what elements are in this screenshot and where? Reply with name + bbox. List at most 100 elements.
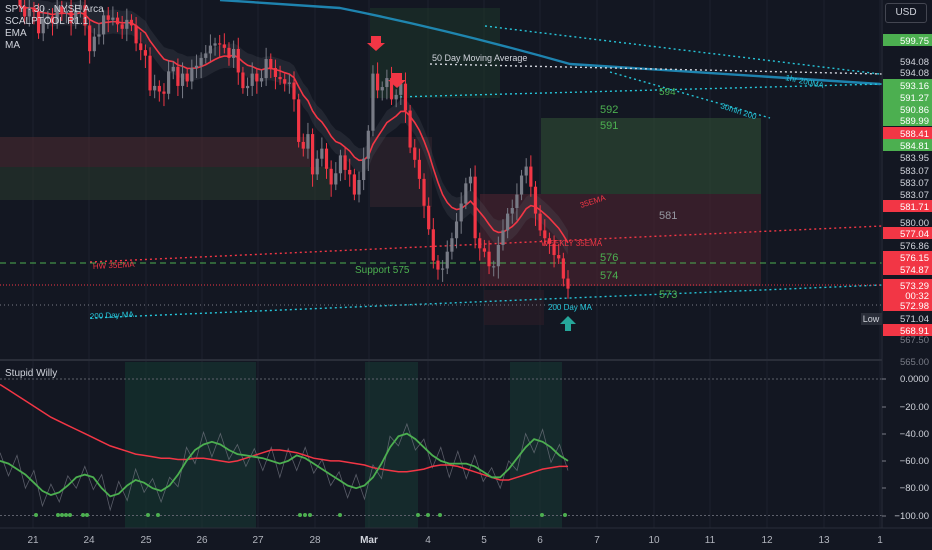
osc-signal-dot (68, 513, 72, 517)
price-tag (883, 103, 932, 115)
price-tag-label: 584.81 (900, 141, 929, 152)
label-594: 594 (659, 87, 676, 98)
indicator-ema[interactable]: EMA (5, 28, 27, 39)
osc-tick-label: 0.0000 (900, 374, 929, 385)
price-tag-label: 593.16 (900, 81, 929, 92)
currency-button[interactable]: USD (885, 3, 927, 23)
candle-body (92, 36, 96, 52)
price-tag-label: 573.29 (900, 281, 929, 292)
candle-body (431, 229, 435, 261)
price-tag-label: 599.75 (900, 36, 929, 47)
candle-body (101, 15, 106, 35)
candle-body (55, 6, 59, 24)
time-axis-bg (0, 528, 932, 550)
candle-body (478, 238, 482, 249)
osc-tick-label: −80.00 (900, 483, 929, 494)
price-tag (883, 289, 932, 301)
price-tag-label: 00:32 (905, 291, 929, 302)
price-tag (883, 34, 932, 46)
candle-body (236, 48, 240, 73)
candle-body (259, 78, 264, 82)
osc-tick-label: −20.00 (900, 402, 929, 413)
osc-signal-dot (298, 513, 302, 517)
osc-zone (125, 362, 170, 528)
osc-signal-dot (303, 513, 307, 517)
candle-body (83, 5, 87, 26)
candle-body (199, 57, 203, 66)
support-zone (0, 167, 330, 200)
candle-body (343, 155, 347, 170)
candle-body (348, 169, 352, 175)
candle-body (111, 17, 115, 20)
candle-body (157, 85, 161, 92)
label-200day-ma: 200 Day MA (90, 310, 135, 321)
candle-body (487, 251, 491, 267)
price-tag-label: 580.00 (900, 218, 929, 229)
indicator-scalptool[interactable]: SCALPTOOL R1.1 (5, 16, 89, 27)
oscillator-title[interactable]: Stupid Willy (5, 368, 58, 379)
price-tag (883, 299, 932, 311)
candle-body (153, 85, 157, 91)
time-tick-label: 4 (425, 535, 431, 546)
candle-body (171, 66, 175, 72)
candle-body (97, 34, 101, 37)
candle-body (441, 268, 445, 270)
candle-body (557, 255, 561, 259)
candle-body (543, 230, 547, 239)
candle-body (74, 9, 78, 24)
resistance-zone (0, 137, 310, 167)
buy-arrow-icon (560, 316, 576, 331)
candle-body (454, 221, 459, 239)
candle-body (482, 248, 487, 252)
osc-zone (510, 362, 562, 528)
price-tag-label: 581.71 (900, 202, 929, 213)
candle-body (310, 134, 315, 175)
osc-tick-label: −100.00 (894, 511, 929, 522)
osc-signal-dot (563, 513, 567, 517)
price-tick-label: 565.00 (900, 357, 929, 368)
candle-body (306, 134, 310, 149)
candle-body (273, 68, 278, 77)
candle-body (162, 91, 166, 94)
candle-body (529, 166, 533, 187)
price-tag (883, 91, 932, 103)
osc-signal-dot (416, 513, 420, 517)
candle-body (324, 148, 329, 169)
indicator-ma[interactable]: MA (5, 40, 20, 51)
osc-signal-line (0, 383, 568, 481)
candle-body (106, 15, 110, 20)
time-tick-label: 24 (83, 535, 95, 546)
candle-body (547, 238, 552, 244)
candle-body (533, 186, 538, 214)
candle-body (283, 79, 287, 84)
candle-body (129, 19, 134, 26)
osc-signal-dot (34, 513, 38, 517)
candle-body (64, 10, 69, 14)
candle-body (204, 53, 208, 58)
ma-200-line (219, 0, 881, 86)
candle-body (394, 94, 398, 100)
594-line (394, 83, 883, 98)
candle-body (473, 176, 477, 239)
price-tag (883, 127, 932, 139)
label-573: 573 (659, 289, 677, 301)
price-tag-label: 568.91 (900, 326, 929, 337)
time-tick-label: 27 (252, 535, 264, 546)
candle-body (320, 148, 324, 159)
candle-body (492, 266, 496, 268)
candle-body (88, 25, 92, 52)
osc-main-line (0, 432, 569, 498)
price-tag (883, 263, 932, 275)
candle-body (538, 213, 542, 231)
candle-body (208, 45, 213, 54)
candle-body (41, 18, 45, 34)
candle-body (69, 10, 73, 24)
hw-35ema-line (89, 225, 883, 263)
low-tag-label: Low (863, 314, 880, 324)
candle-body (232, 48, 236, 58)
candle-body (366, 130, 370, 159)
symbol-label[interactable]: SPY · 30 · NYSE Arca (5, 4, 104, 15)
osc-signal-dot (81, 513, 85, 517)
price-tag-label: 590.86 (900, 105, 929, 116)
